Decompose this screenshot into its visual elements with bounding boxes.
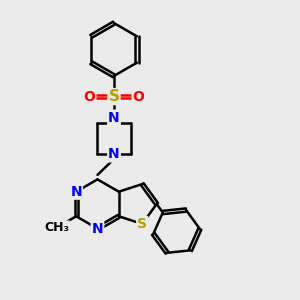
- Text: N: N: [108, 148, 120, 161]
- Text: O: O: [133, 90, 145, 104]
- Text: N: N: [108, 111, 120, 124]
- Text: CH₃: CH₃: [44, 221, 69, 234]
- Text: S: S: [137, 217, 147, 231]
- Text: S: S: [109, 89, 119, 104]
- Text: O: O: [83, 90, 95, 104]
- Text: N: N: [92, 222, 103, 236]
- Text: N: N: [70, 185, 82, 199]
